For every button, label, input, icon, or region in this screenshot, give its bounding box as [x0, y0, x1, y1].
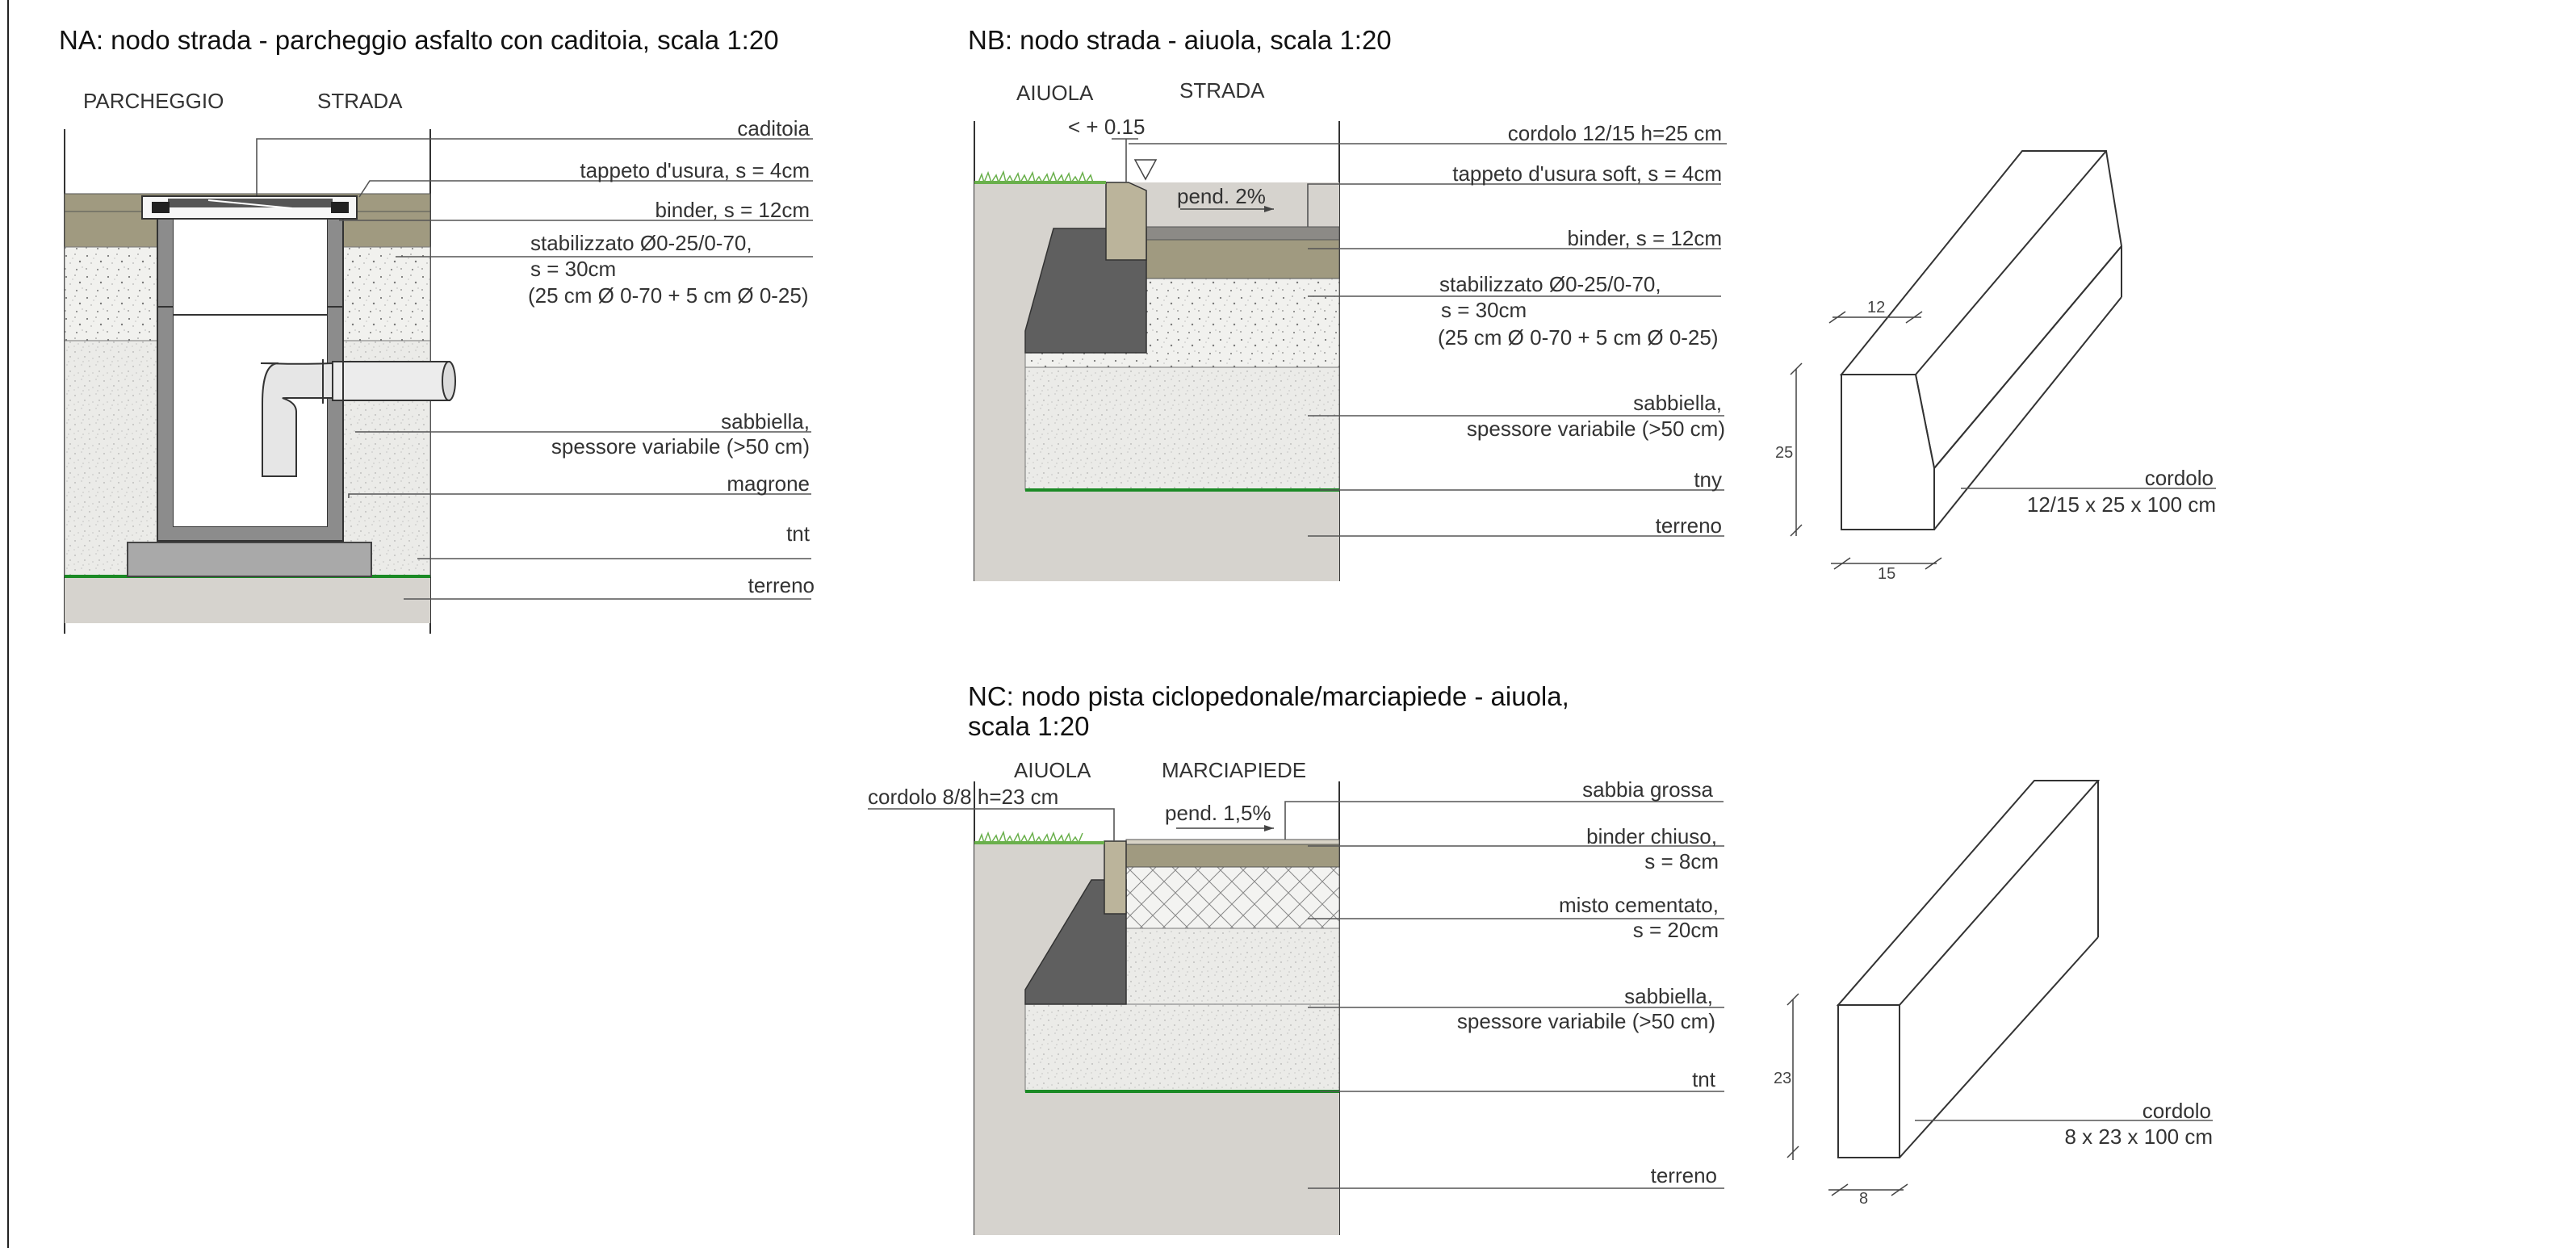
- detail-na: NA: nodo strada - parcheggio asfalto con…: [59, 25, 815, 634]
- curb-12-15-dim-width-bottom: 15: [1878, 565, 1895, 583]
- na-label-tnt: tnt: [786, 521, 810, 546]
- nb-annotation-height: < + 0.15: [1068, 115, 1145, 139]
- detail-nc: NC: nodo pista ciclopedonale/marciapiede…: [868, 681, 1724, 1235]
- curb-12-15-dim-width-top: 12: [1867, 299, 1885, 316]
- curb-8-23-size: 8 x 23 x 100 cm: [2064, 1124, 2213, 1149]
- detail-nc-leaders: [1284, 801, 1724, 1189]
- detail-nb-header-strada: STRADA: [1179, 78, 1265, 103]
- curb-12-15-dimensions: 12 25 15: [1775, 299, 1942, 583]
- nb-label-binder: binder, s = 12cm: [1568, 226, 1723, 250]
- na-label-tappeto: tappeto d'usura, s = 4cm: [580, 158, 810, 182]
- na-label-terreno: terreno: [748, 573, 815, 597]
- detail-nc-header-aiuola: AIUOLA: [1014, 758, 1091, 782]
- detail-nc-header-marciapiede: MARCIAPIEDE: [1162, 758, 1306, 782]
- nc-label-sabbiella-spessore: spessore variabile (>50 cm): [1457, 1009, 1715, 1033]
- detail-nb-leaders: [1129, 143, 1727, 537]
- detail-nb-title: NB: nodo strada - aiuola, scala 1:20: [968, 25, 1392, 55]
- na-label-sabbiella: sabbiella,: [721, 409, 810, 433]
- nc-label-sabbia-grossa: sabbia grossa: [1582, 777, 1713, 802]
- curb-12-15-axonometric: 12 25 15 cordolo 12/15 x 25 x 100 cm: [1775, 150, 2216, 583]
- detail-na-labels: caditoia tappeto d'usura, s = 4cm binder…: [528, 116, 815, 597]
- na-label-sabbiella-spessore: spessore variabile (>50 cm): [551, 434, 810, 459]
- nc-label-tnt: tnt: [1692, 1067, 1716, 1091]
- nb-label-tappeto: tappeto d'usura soft, s = 4cm: [1452, 161, 1722, 186]
- curb-12-15-label: cordolo: [2145, 466, 2214, 490]
- detail-na-leaders: [256, 138, 813, 600]
- detail-na-header-strada: STRADA: [317, 89, 403, 113]
- curb-8-23-dim-height: 23: [1774, 1070, 1791, 1087]
- nc-label-misto-cementato: misto cementato,: [1559, 893, 1719, 917]
- detail-nb-header-aiuola: AIUOLA: [1016, 81, 1094, 105]
- nc-label-binder-chiuso: binder chiuso,: [1586, 824, 1717, 848]
- nb-label-cordolo: cordolo 12/15 h=25 cm: [1508, 121, 1722, 145]
- nc-label-misto-s: s = 20cm: [1633, 918, 1719, 942]
- detail-na-section-drawing: [64, 129, 456, 634]
- curb-8-23-label: cordolo: [2142, 1099, 2211, 1123]
- nb-label-terreno: terreno: [1656, 513, 1722, 538]
- nc-label-binder-s: s = 8cm: [1644, 849, 1719, 873]
- nb-label-stabilizzato: stabilizzato Ø0-25/0-70,: [1439, 272, 1661, 296]
- na-label-stabilizzato-mix: (25 cm Ø 0-70 + 5 cm Ø 0-25): [528, 283, 809, 308]
- nb-label-stabilizzato-s: s = 30cm: [1441, 298, 1527, 322]
- detail-nc-section-drawing: cordolo 8/8 h=23 cm pend. 1,5%: [868, 781, 1340, 1235]
- detail-nc-title-line2: scala 1:20: [968, 711, 1089, 741]
- na-label-stabilizzato: stabilizzato Ø0-25/0-70,: [530, 231, 752, 255]
- na-label-binder: binder, s = 12cm: [656, 198, 810, 222]
- nb-label-sabbiella-spessore: spessore variabile (>50 cm): [1467, 417, 1725, 441]
- curb-12-15-dim-height: 25: [1775, 444, 1793, 462]
- curb-8-23-dimensions: 23 8: [1774, 993, 1908, 1208]
- nb-annotation-slope: pend. 2%: [1177, 184, 1266, 208]
- nc-annotation-slope: pend. 1,5%: [1165, 801, 1271, 825]
- curb-8-23-dim-width: 8: [1859, 1190, 1868, 1208]
- nb-label-stabilizzato-mix: (25 cm Ø 0-70 + 5 cm Ø 0-25): [1438, 325, 1719, 350]
- nc-label-terreno: terreno: [1651, 1163, 1717, 1187]
- na-label-magrone: magrone: [727, 471, 810, 496]
- detail-nb-section-drawing: < + 0.15 pend. 2%: [974, 115, 1340, 581]
- nc-label-sabbiella: sabbiella,: [1624, 984, 1713, 1008]
- detail-na-title: NA: nodo strada - parcheggio asfalto con…: [59, 25, 779, 55]
- na-label-caditoia: caditoia: [737, 116, 810, 140]
- curb-12-15-size: 12/15 x 25 x 100 cm: [2027, 492, 2216, 517]
- detail-na-header-parcheggio: PARCHEGGIO: [83, 89, 224, 113]
- detail-nb-labels: cordolo 12/15 h=25 cm tappeto d'usura so…: [1438, 121, 1725, 538]
- detail-nc-labels: sabbia grossa binder chiuso, s = 8cm mis…: [1457, 777, 1719, 1187]
- na-label-stabilizzato-s: s = 30cm: [530, 257, 616, 281]
- nb-label-sabbiella: sabbiella,: [1633, 391, 1722, 415]
- nb-label-tny: tny: [1694, 467, 1722, 492]
- nc-annotation-cordolo: cordolo 8/8 h=23 cm: [868, 785, 1058, 809]
- curb-8-23-axonometric: 23 8 cordolo 8 x 23 x 100 cm: [1774, 780, 2213, 1208]
- detail-nb: NB: nodo strada - aiuola, scala 1:20 AIU…: [968, 25, 1727, 581]
- detail-nc-title-line1: NC: nodo pista ciclopedonale/marciapiede…: [968, 681, 1569, 711]
